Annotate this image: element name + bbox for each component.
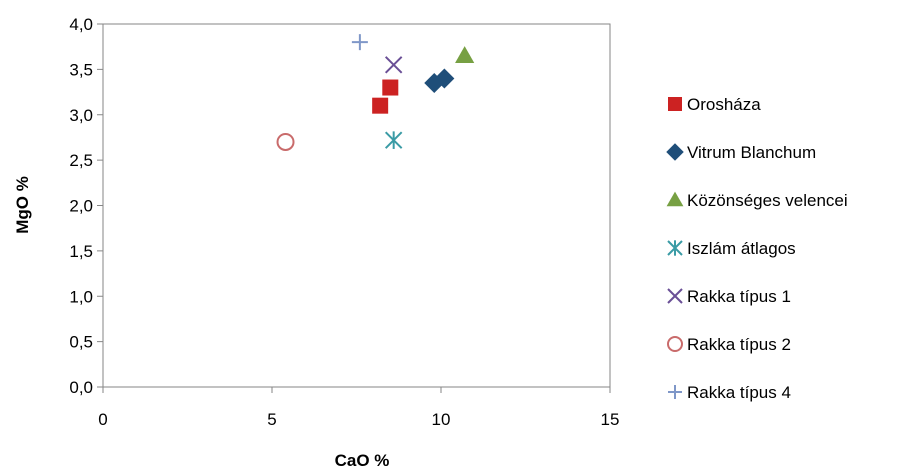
y-tick-label: 1,5 (69, 242, 93, 261)
legend: Orosháza Vitrum Blanchum Közönséges velenc… (666, 95, 848, 402)
legend-marker (666, 191, 684, 207)
data-points (276, 34, 475, 151)
legend-label: Rakka típus 4 (687, 383, 791, 402)
legend-marker (667, 240, 683, 256)
legend-item: Iszlám átlagos (667, 239, 796, 258)
legend-label: Rakka típus 2 (687, 335, 791, 354)
legend-marker (667, 288, 683, 304)
legend-item: Orosháza (668, 95, 761, 114)
axes: 0,0 0,5 1,0 1,5 2,0 2,5 3,0 3,5 4,0 0 5 10 15 (69, 15, 619, 429)
y-tick-label: 0,5 (69, 333, 93, 352)
plot-area (102, 23, 611, 388)
data-point (434, 68, 455, 89)
legend-label: Iszlám átlagos (687, 239, 796, 258)
legend-marker (666, 143, 684, 161)
x-axis-title: CaO % (335, 451, 390, 468)
legend-marker (668, 97, 682, 111)
x-tick-label: 0 (98, 410, 107, 429)
y-tick-label: 1,0 (69, 287, 93, 306)
legend-label: Vitrum Blanchum (687, 143, 816, 162)
y-tick-label: 0,0 (69, 378, 93, 397)
data-point (276, 132, 295, 151)
data-point (351, 34, 368, 51)
data-point (384, 131, 403, 149)
x-tick-label: 5 (267, 410, 276, 429)
data-point (372, 97, 389, 114)
y-tick-label: 4,0 (69, 15, 93, 34)
data-point (384, 56, 403, 74)
data-point (455, 46, 475, 63)
x-tick-label: 10 (432, 410, 451, 429)
legend-item: Rakka típus 4 (668, 383, 791, 402)
data-point (382, 79, 399, 96)
legend-label: Közönséges velencei (687, 191, 848, 210)
y-axis-title: MgO % (13, 176, 32, 234)
y-tick-label: 2,5 (69, 151, 93, 170)
x-tick-label: 15 (601, 410, 620, 429)
legend-item: Rakka típus 1 (667, 287, 791, 306)
legend-item: Közönséges velencei (666, 191, 848, 210)
legend-marker (668, 385, 682, 399)
legend-marker (667, 336, 683, 352)
y-tick-label: 3,5 (69, 60, 93, 79)
legend-label: Rakka típus 1 (687, 287, 791, 306)
legend-item: Vitrum Blanchum (666, 143, 816, 162)
y-tick-label: 3,0 (69, 106, 93, 125)
legend-item: Rakka típus 2 (667, 335, 791, 354)
y-tick-label: 2,0 (69, 197, 93, 216)
legend-label: Orosháza (687, 95, 761, 114)
